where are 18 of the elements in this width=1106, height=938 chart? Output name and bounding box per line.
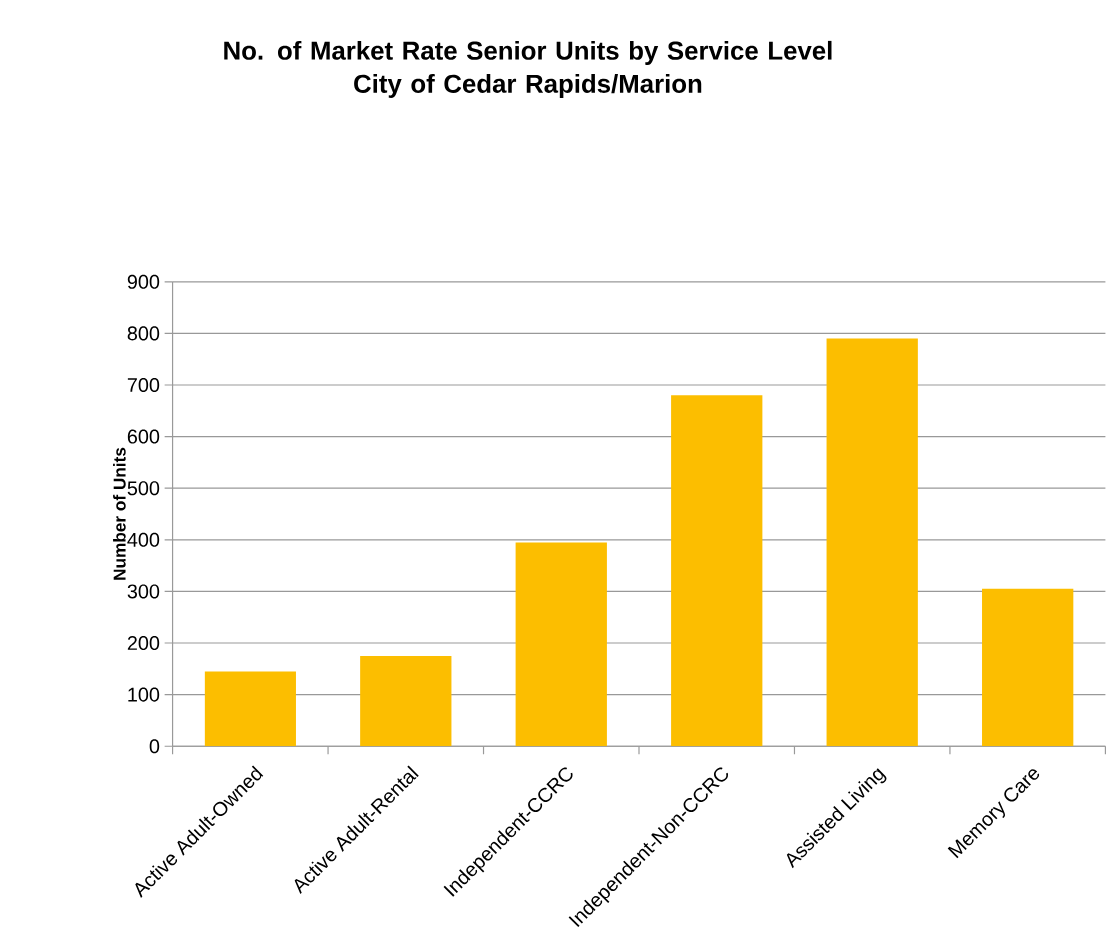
bar <box>826 338 918 747</box>
bar <box>360 656 452 747</box>
chart-title: No. of Market Rate Senior Units by Service Level City of Cedar Rapids/Marion <box>224 41 832 99</box>
y-axis-title: Number of Units <box>113 448 126 580</box>
bar <box>515 542 607 747</box>
y-tick-label: 400 <box>127 533 160 548</box>
bar <box>671 395 763 747</box>
y-tick-label: 600 <box>127 429 160 444</box>
bar <box>204 671 296 747</box>
y-tick-label: 700 <box>127 378 160 393</box>
bar <box>982 589 1074 747</box>
y-tick-label: 0 <box>149 739 160 754</box>
y-tick-label: 300 <box>127 584 160 599</box>
y-tick-label: 500 <box>127 481 160 496</box>
y-tick-label: 100 <box>128 687 160 702</box>
y-tick-label: 900 <box>127 274 160 290</box>
y-tick-label: 800 <box>127 326 160 341</box>
y-tick-label: 200 <box>127 636 160 651</box>
